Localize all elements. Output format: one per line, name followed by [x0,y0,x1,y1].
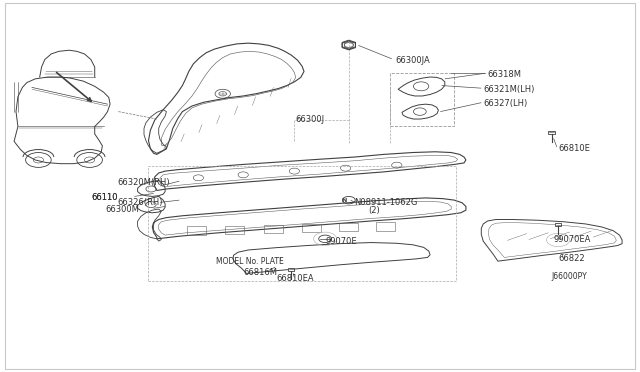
Bar [339,223,358,231]
Text: 66300J: 66300J [296,115,325,124]
Bar [187,227,206,235]
Text: 66300JA: 66300JA [396,56,430,65]
Text: 66320M(RH): 66320M(RH) [117,178,170,187]
Bar [376,222,395,231]
Text: 66810E: 66810E [558,144,590,153]
Text: MODEL No. PLATE: MODEL No. PLATE [216,257,284,266]
Text: 66810EA: 66810EA [276,274,314,283]
Text: 66326(RH): 66326(RH) [117,198,163,207]
Text: N: N [342,198,347,203]
Bar [555,223,561,226]
Text: 66321M(LH): 66321M(LH) [483,85,534,94]
Bar [264,225,283,233]
Text: 66300M: 66300M [106,205,140,214]
Bar [548,131,555,134]
Bar [390,73,454,126]
Text: 66318M: 66318M [488,70,522,79]
Text: 66110: 66110 [92,193,118,202]
Text: (2): (2) [368,206,380,215]
Text: 66110: 66110 [92,193,118,202]
Bar [148,166,456,281]
Bar [302,224,321,232]
Text: 99070EA: 99070EA [554,235,591,244]
Text: 66822: 66822 [559,254,586,263]
Text: J66000PY: J66000PY [552,272,588,280]
Bar [288,268,294,271]
Text: 99070E: 99070E [325,237,356,246]
Text: N08911-1062G: N08911-1062G [354,198,417,207]
Text: 66816M: 66816M [243,268,277,277]
Text: 66327(LH): 66327(LH) [483,99,527,108]
Bar [225,226,244,234]
